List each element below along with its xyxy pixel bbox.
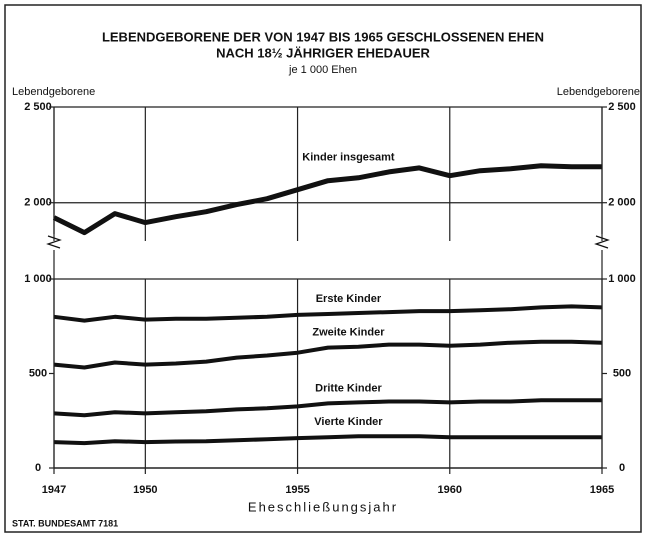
y-axis-label: Lebendgeborene bbox=[12, 86, 95, 98]
chart-subtitle: je 1 000 Ehen bbox=[288, 64, 357, 76]
x-tick-label: 1955 bbox=[285, 484, 309, 496]
chart-title: NACH 18½ JÄHRIGER EHEDAUER bbox=[216, 45, 430, 60]
line bbox=[53, 339, 603, 370]
series-label: Erste Kinder bbox=[316, 293, 382, 305]
y-tick-label-right: 0 bbox=[619, 462, 625, 474]
x-tick-label: 1965 bbox=[590, 484, 614, 496]
y-tick-label: 1 000 bbox=[24, 273, 52, 285]
y-tick-label: 2 500 bbox=[24, 101, 52, 113]
y-tick-label-right: 500 bbox=[613, 367, 631, 379]
series-label: Kinder insgesamt bbox=[302, 152, 395, 164]
y-axis-label-right: Lebendgeborene bbox=[557, 86, 640, 98]
x-tick-label: 1950 bbox=[133, 484, 157, 496]
series-label: Zweite Kinder bbox=[312, 327, 385, 339]
outer-frame bbox=[4, 4, 642, 533]
y-tick-label: 2 000 bbox=[24, 197, 52, 209]
y-tick-label-right: 1 000 bbox=[608, 273, 636, 285]
line bbox=[53, 304, 603, 323]
line bbox=[53, 434, 602, 446]
line bbox=[52, 163, 602, 236]
source: STAT. BUNDESAMT 7181 bbox=[12, 518, 118, 528]
series-label: Vierte Kinder bbox=[314, 416, 383, 428]
x-axis-label: Eheschließungsjahr bbox=[248, 499, 398, 514]
y-tick-label-right: 2 000 bbox=[608, 197, 636, 209]
y-tick-label: 500 bbox=[29, 367, 47, 379]
line bbox=[53, 398, 602, 418]
y-tick-label: 0 bbox=[35, 462, 41, 474]
y-tick-label-right: 2 500 bbox=[608, 101, 636, 113]
x-tick-label: 1947 bbox=[42, 484, 66, 496]
series-label: Dritte Kinder bbox=[315, 382, 382, 394]
chart-title: LEBENDGEBORENE DER VON 1947 BIS 1965 GES… bbox=[102, 29, 544, 44]
x-tick-label: 1960 bbox=[438, 484, 462, 496]
